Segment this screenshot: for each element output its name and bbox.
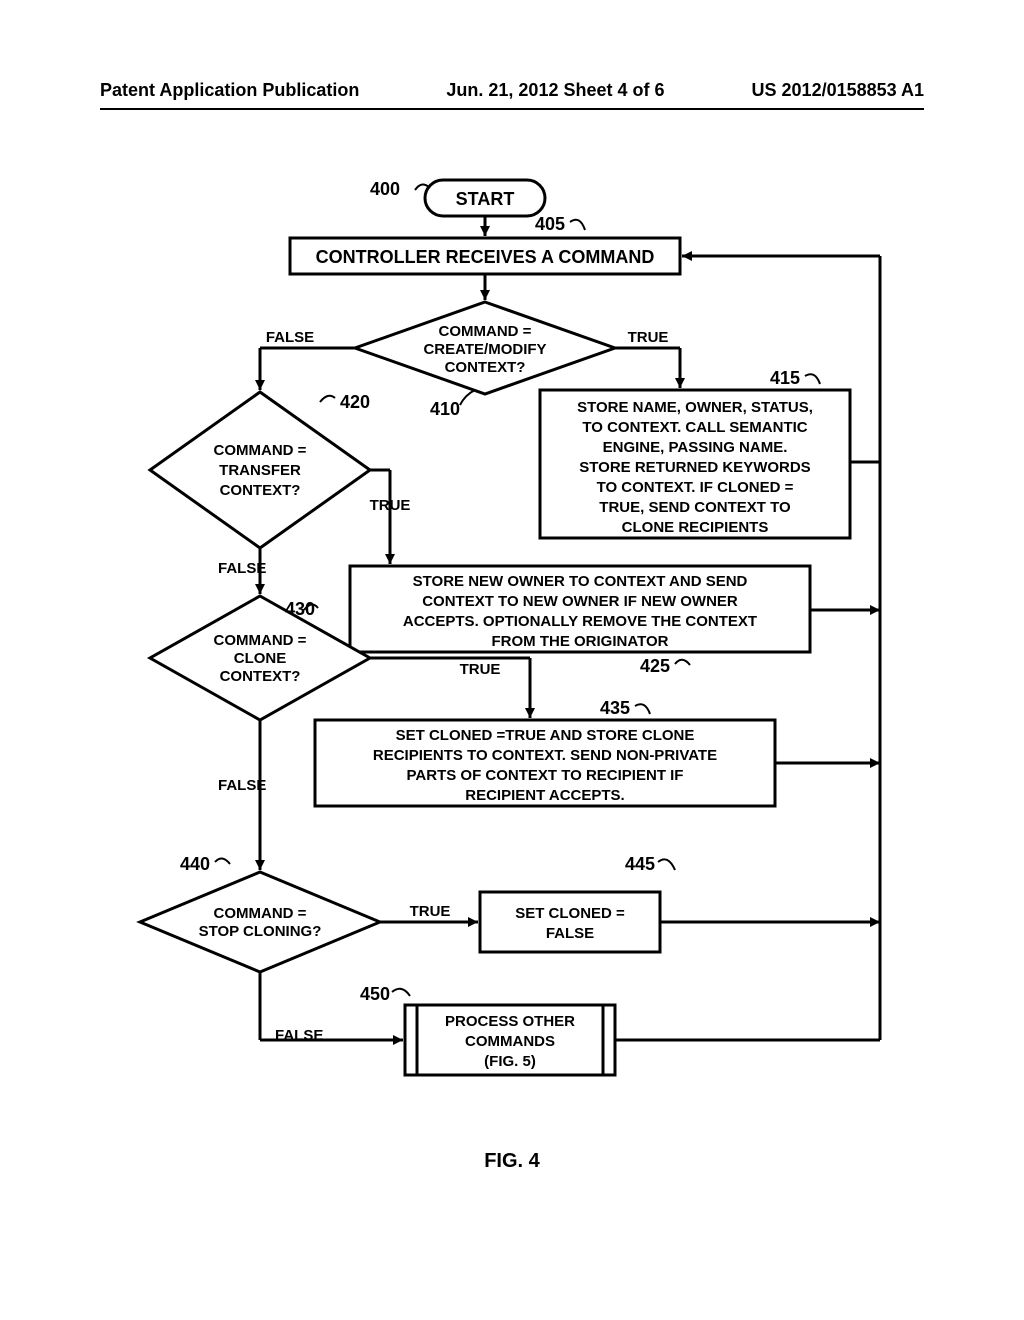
- svg-text:FALSE: FALSE: [546, 925, 594, 942]
- svg-text:CREATE/MODIFY: CREATE/MODIFY: [423, 341, 546, 358]
- node-405-text: CONTROLLER RECEIVES A COMMAND: [316, 247, 655, 267]
- flowchart: START 400 CONTROLLER RECEIVES A COMMAND …: [60, 170, 960, 1130]
- svg-text:STORE NAME, OWNER, STATUS,: STORE NAME, OWNER, STATUS,: [577, 399, 813, 416]
- svg-text:TRUE: TRUE: [628, 329, 669, 346]
- ref-425: 425: [640, 656, 670, 676]
- start-label: START: [456, 189, 515, 209]
- svg-text:CLONE RECIPIENTS: CLONE RECIPIENTS: [622, 519, 769, 536]
- svg-text:TRANSFER: TRANSFER: [219, 462, 301, 479]
- node-445: [480, 892, 660, 952]
- svg-text:CLONE: CLONE: [234, 650, 287, 667]
- svg-text:CONTEXT TO NEW OWNER IF NEW OW: CONTEXT TO NEW OWNER IF NEW OWNER: [422, 593, 738, 610]
- svg-text:COMMAND =: COMMAND =: [439, 323, 532, 340]
- ref-435: 435: [600, 698, 630, 718]
- ref-410: 410: [430, 399, 460, 419]
- svg-text:RECIPIENT ACCEPTS.: RECIPIENT ACCEPTS.: [465, 787, 624, 804]
- svg-text:COMMAND =: COMMAND =: [214, 442, 307, 459]
- svg-text:SET CLONED =TRUE AND STORE CLO: SET CLONED =TRUE AND STORE CLONE: [396, 727, 695, 744]
- svg-text:TRUE: TRUE: [370, 497, 411, 514]
- ref-415: 415: [770, 368, 800, 388]
- svg-text:TO CONTEXT. CALL SEMANTIC: TO CONTEXT. CALL SEMANTIC: [582, 419, 807, 436]
- svg-text:PARTS OF CONTEXT TO RECIPIENT: PARTS OF CONTEXT TO RECIPIENT IF: [407, 767, 684, 784]
- svg-text:CONTEXT?: CONTEXT?: [220, 668, 301, 685]
- ref-450: 450: [360, 984, 390, 1004]
- svg-text:CONTEXT?: CONTEXT?: [220, 482, 301, 499]
- ref-445: 445: [625, 854, 655, 874]
- svg-text:STORE NEW OWNER TO CONTEXT AND: STORE NEW OWNER TO CONTEXT AND SEND: [413, 573, 748, 590]
- svg-text:CONTEXT?: CONTEXT?: [445, 359, 526, 376]
- svg-text:COMMAND =: COMMAND =: [214, 905, 307, 922]
- svg-text:ACCEPTS. OPTIONALLY REMOVE TH: ACCEPTS. OPTIONALLY REMOVE THE CONTEXT: [403, 613, 757, 630]
- svg-text:TRUE, SEND CONTEXT TO: TRUE, SEND CONTEXT TO: [599, 499, 791, 516]
- header-rule: [100, 108, 924, 110]
- svg-text:COMMANDS: COMMANDS: [465, 1033, 555, 1050]
- svg-text:STOP CLONING?: STOP CLONING?: [199, 923, 322, 940]
- svg-text:COMMAND =: COMMAND =: [214, 632, 307, 649]
- ref-420: 420: [340, 392, 370, 412]
- svg-text:SET CLONED =: SET CLONED =: [515, 905, 625, 922]
- ref-430: 430: [285, 599, 315, 619]
- header-right: US 2012/0158853 A1: [752, 80, 924, 101]
- svg-text:FROM THE ORIGINATOR: FROM THE ORIGINATOR: [492, 633, 669, 650]
- page-header: Patent Application Publication Jun. 21, …: [0, 80, 1024, 101]
- svg-text:STORE RETURNED KEYWORDS: STORE RETURNED KEYWORDS: [579, 459, 810, 476]
- figure-caption: FIG. 4: [0, 1150, 1024, 1173]
- header-center: Jun. 21, 2012 Sheet 4 of 6: [446, 80, 664, 101]
- svg-text:(FIG. 5): (FIG. 5): [484, 1053, 536, 1070]
- svg-text:TO CONTEXT. IF CLONED =: TO CONTEXT. IF CLONED =: [597, 479, 794, 496]
- ref-440: 440: [180, 854, 210, 874]
- svg-text:TRUE: TRUE: [460, 661, 501, 678]
- header-left: Patent Application Publication: [100, 80, 359, 101]
- svg-text:RECIPIENTS TO CONTEXT. SEND NO: RECIPIENTS TO CONTEXT. SEND NON-PRIVATE: [373, 747, 717, 764]
- decision-440: [140, 872, 380, 972]
- svg-text:TRUE: TRUE: [410, 903, 451, 920]
- ref-405: 405: [535, 214, 565, 234]
- svg-text:FALSE: FALSE: [266, 329, 314, 346]
- ref-400: 400: [370, 179, 400, 199]
- svg-text:PROCESS OTHER: PROCESS OTHER: [445, 1013, 575, 1030]
- svg-text:ENGINE, PASSING NAME.: ENGINE, PASSING NAME.: [603, 439, 788, 456]
